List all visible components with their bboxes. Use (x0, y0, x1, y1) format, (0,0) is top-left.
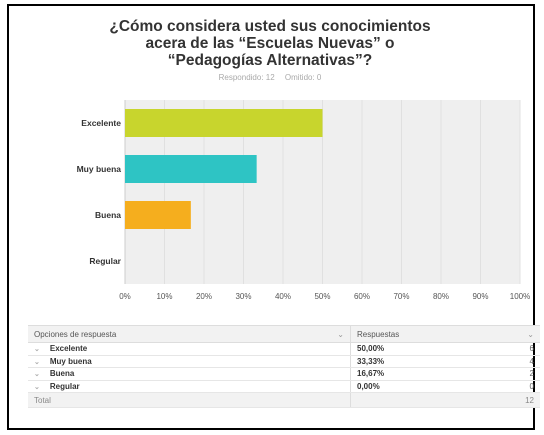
bar-excelente (125, 109, 323, 137)
bar-chart: Excelente Muy buena Buena Regular 0% 10% 20% 30… (77, 100, 530, 301)
skipped-count: Omitido: 0 (284, 73, 322, 82)
expand-chevron-icon[interactable]: ⌄ (34, 383, 40, 391)
total-label: Total (28, 392, 351, 408)
category-label: Regular (89, 256, 121, 266)
option-count: 0 (529, 381, 534, 391)
expand-chevron-icon[interactable]: ⌄ (34, 358, 40, 366)
expand-chevron-icon[interactable]: ⌄ (34, 346, 40, 354)
x-tick-label: 100% (510, 292, 530, 301)
bar-muy-buena (125, 155, 257, 183)
option-percent: 0,00% (357, 381, 380, 391)
response-table: Opciones de respuesta ⌄ Respuestas ⌄ ⌄ Exce… (28, 325, 540, 408)
option-label: Regular (49, 381, 80, 391)
option-percent: 50,00% (357, 344, 385, 354)
x-tick-label: 20% (196, 292, 212, 301)
table-row: ⌄ Excelente 50,00% 6 (28, 342, 540, 356)
title-line-2: acera de las “Escuelas Nuevas” o (145, 35, 395, 52)
bar-buena (125, 201, 191, 229)
expand-chevron-icon[interactable]: ⌄ (34, 371, 40, 379)
x-tick-label: 90% (472, 292, 488, 301)
col-header-options[interactable]: Opciones de respuesta ⌄ (28, 325, 351, 343)
x-tick-label: 70% (393, 292, 409, 301)
option-count: 4 (529, 356, 534, 366)
title-line-1: ¿Cómo considera usted sus conocimientos (109, 18, 431, 35)
x-tick-label: 30% (235, 292, 251, 301)
x-tick-label: 80% (433, 292, 449, 301)
table-total-row: Total 12 (28, 392, 540, 408)
title-line-3: “Pedagogías Alternativas”? (167, 52, 373, 69)
answered-count: Respondido: 12 (218, 73, 275, 82)
category-label: Buena (95, 210, 121, 220)
option-count: 2 (529, 369, 534, 379)
category-label: Excelente (81, 118, 121, 128)
option-label: Excelente (49, 344, 88, 354)
table-row: ⌄ Regular 0,00% 0 (28, 380, 540, 393)
option-percent: 33,33% (357, 356, 385, 366)
option-label: Muy buena (49, 356, 92, 366)
table-row: ⌄ Buena 16,67% 2 (28, 367, 540, 381)
sort-chevron-icon[interactable]: ⌄ (527, 329, 534, 339)
total-count: 12 (350, 392, 540, 408)
question-title: ¿Cómo considera usted sus conocimientos … (0, 18, 540, 69)
x-tick-label: 10% (156, 292, 172, 301)
option-percent: 16,67% (357, 369, 385, 379)
option-count: 6 (529, 344, 534, 354)
x-tick-label: 0% (119, 292, 131, 301)
table-header-row: Opciones de respuesta ⌄ Respuestas ⌄ (28, 325, 540, 343)
x-tick-label: 50% (314, 292, 330, 301)
col-header-responses[interactable]: Respuestas ⌄ (350, 325, 540, 343)
category-label: Muy buena (77, 164, 122, 174)
option-label: Buena (49, 369, 75, 379)
x-tick-label: 40% (275, 292, 291, 301)
sort-chevron-icon[interactable]: ⌄ (337, 329, 344, 339)
x-tick-label: 60% (354, 292, 370, 301)
table-row: ⌄ Muy buena 33,33% 4 (28, 355, 540, 368)
response-summary: Respondido: 12 Omitido: 0 (0, 73, 540, 82)
